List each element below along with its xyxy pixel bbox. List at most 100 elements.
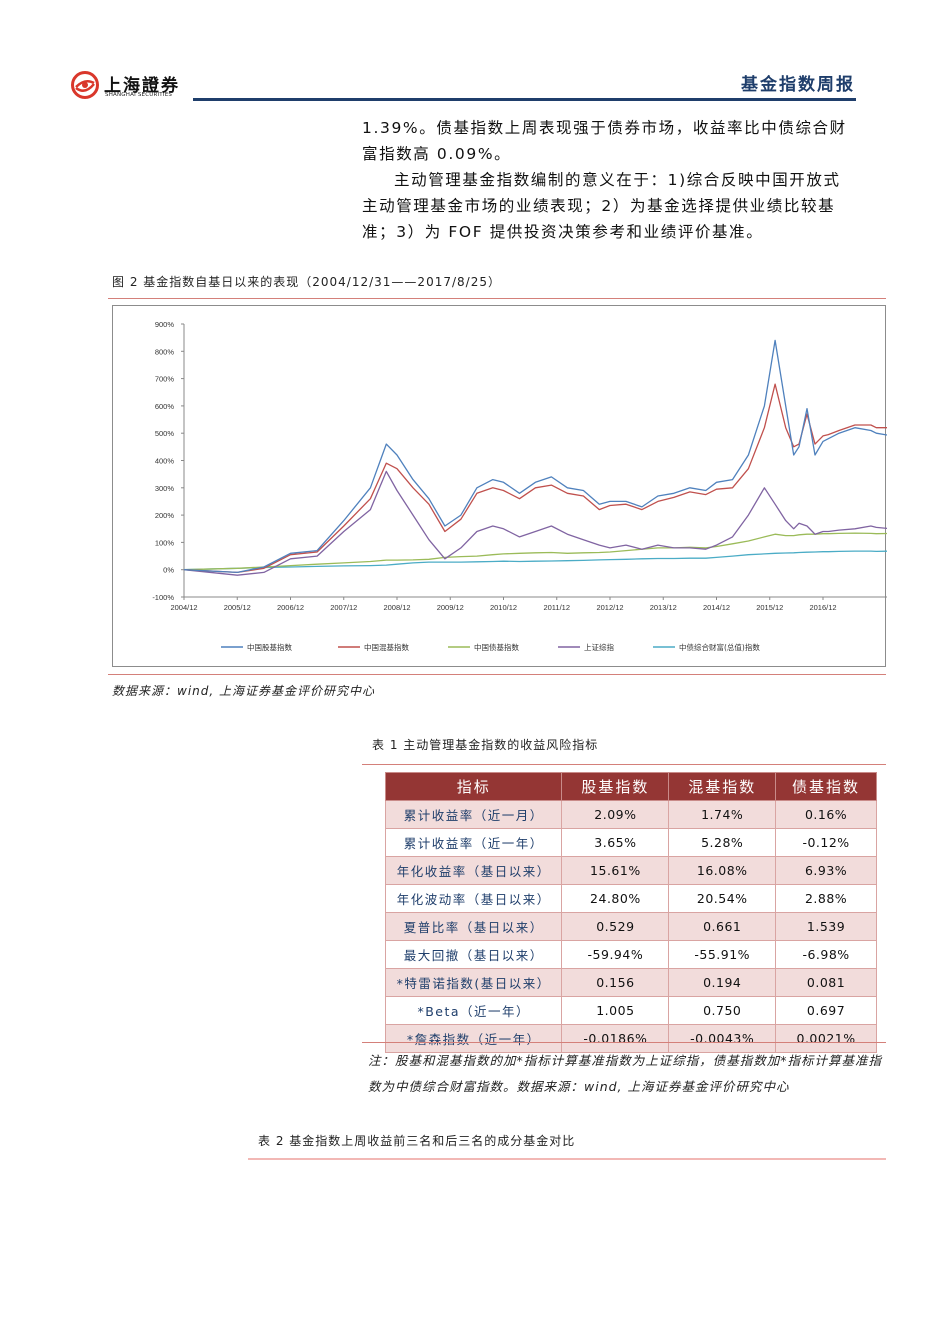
legend-label: 中债综合财富(总值)指数	[679, 642, 760, 652]
column-header-equity-fund-index: 股基指数	[561, 772, 670, 801]
metric-value: -6.98%	[775, 940, 877, 969]
table-header-row: 指标 股基指数 混基指数 债基指数	[384, 772, 877, 801]
x-tick-label: 2006/12	[277, 603, 304, 612]
x-tick-label: 2014/12	[703, 603, 730, 612]
metric-value: 0.156	[561, 968, 670, 997]
table-row: 最大回撤（基日以来） -59.94% -55.91% -6.98%	[384, 940, 877, 969]
metric-value: 0.081	[775, 968, 877, 997]
paragraph-2: 主动管理基金指数编制的意义在于：1)综合反映中国开放式主动管理基金市场的业绩表现…	[362, 171, 841, 241]
x-tick-label: 2005/12	[224, 603, 251, 612]
metric-value: 2.88%	[775, 884, 877, 913]
table-footnote: 注：股基和混基指数的加*指标计算基准指数为上证综指，债基指数加*指标计算基准指数…	[368, 1053, 883, 1094]
series-line	[183, 550, 887, 571]
figure-bottom-rule	[108, 674, 886, 675]
column-header-metric: 指标	[384, 772, 563, 801]
metric-label: 夏普比率（基日以来）	[384, 912, 563, 941]
figure-caption: 图 2 基金指数自基日以来的表现（2004/12/31——2017/8/25）	[112, 275, 501, 289]
series-line	[183, 383, 887, 574]
x-tick-label: 2012/12	[596, 603, 623, 612]
metric-value: -59.94%	[561, 940, 670, 969]
metric-value: 1.74%	[668, 800, 777, 829]
column-header-mixed-fund-index: 混基指数	[668, 772, 777, 801]
metric-value: 0.0021%	[775, 1024, 877, 1053]
x-tick-label: 2016/12	[809, 603, 836, 612]
metric-value: 6.93%	[775, 856, 877, 885]
y-tick-label: 200%	[155, 511, 175, 520]
metrics-table: 指标 股基指数 混基指数 债基指数 累计收益率（近一月） 2.09% 1.74% 0.…	[384, 772, 877, 1053]
series-line	[183, 339, 887, 574]
metric-value: 15.61%	[561, 856, 670, 885]
metric-label: 最大回撤（基日以来）	[384, 940, 563, 969]
table-bottom-rule	[362, 1042, 886, 1043]
metric-value: -0.0043%	[668, 1024, 777, 1053]
y-tick-label: 400%	[155, 457, 175, 466]
metric-value: 1.005	[561, 996, 670, 1025]
x-tick-label: 2009/12	[437, 603, 464, 612]
metric-value: -0.0186%	[561, 1024, 670, 1053]
x-tick-label: 2010/12	[490, 603, 517, 612]
metric-value: 3.65%	[561, 828, 670, 857]
metric-label: 累计收益率（近一月）	[384, 800, 563, 829]
y-tick-label: 300%	[155, 484, 175, 493]
table2-caption: 表 2 基金指数上周收益前三名和后三名的成分基金对比	[258, 1134, 576, 1148]
metric-value: -0.12%	[775, 828, 877, 857]
table-row: 年化波动率（基日以来） 24.80% 20.54% 2.88%	[384, 884, 877, 913]
x-tick-label: 2011/12	[543, 603, 570, 612]
logo-chinese-text: 上海證券	[104, 76, 180, 96]
series-line	[183, 532, 887, 571]
y-tick-label: 800%	[155, 347, 175, 356]
metric-value: 16.08%	[668, 856, 777, 885]
table-top-rule	[362, 764, 886, 765]
metric-label: 年化波动率（基日以来）	[384, 884, 563, 913]
report-title: 基金指数周报	[741, 75, 855, 95]
metric-label: 累计收益率（近一年）	[384, 828, 563, 857]
y-tick-label: 600%	[155, 402, 175, 411]
x-tick-label: 2008/12	[383, 603, 410, 612]
logo-english-text: SHANGHAI SECURITIES	[105, 92, 173, 98]
metric-value: 0.16%	[775, 800, 877, 829]
company-logo: 上海證券 SHANGHAI SECURITIES	[70, 70, 188, 104]
legend-label: 中国混基指数	[364, 642, 409, 652]
figure-source-note: 数据来源：wind, 上海证券基金评价研究中心	[112, 684, 376, 698]
table-row: *特雷诺指数(基日以来） 0.156 0.194 0.081	[384, 968, 877, 997]
metric-value: 24.80%	[561, 884, 670, 913]
metric-value: 0.697	[775, 996, 877, 1025]
chart-canvas: 900% 800% 700% 600% 500% 400% 300% 200% 100% 0% -1…	[152, 320, 887, 652]
metric-value: 0.529	[561, 912, 670, 941]
metric-value: 2.09%	[561, 800, 670, 829]
y-tick-label: 0%	[163, 566, 174, 575]
table-row: 累计收益率（近一月） 2.09% 1.74% 0.16%	[384, 800, 877, 829]
table-row: 夏普比率（基日以来） 0.529 0.661 1.539	[384, 912, 877, 941]
metric-label: *詹森指数（近一年）	[384, 1024, 563, 1053]
x-tick-label: 2004/12	[170, 603, 197, 612]
x-tick-label: 2007/12	[330, 603, 357, 612]
legend-label: 中国债基指数	[474, 642, 519, 652]
y-tick-label: 100%	[155, 538, 175, 547]
metric-label: *Beta（近一年）	[384, 996, 563, 1025]
metric-value: 5.28%	[668, 828, 777, 857]
metric-value: 0.750	[668, 996, 777, 1025]
figure-top-rule	[108, 298, 886, 299]
table-row: *詹森指数（近一年） -0.0186% -0.0043% 0.0021%	[384, 1024, 877, 1053]
x-tick-label: 2015/12	[756, 603, 783, 612]
legend-label: 上证综指	[584, 642, 614, 652]
table-row: 年化收益率（基日以来） 15.61% 16.08% 6.93%	[384, 856, 877, 885]
column-header-bond-fund-index: 债基指数	[775, 772, 877, 801]
table-caption: 表 1 主动管理基金指数的收益风险指标	[372, 738, 599, 752]
y-tick-label: 500%	[155, 429, 175, 438]
metric-value: -55.91%	[668, 940, 777, 969]
metric-label: *特雷诺指数(基日以来）	[384, 968, 563, 997]
y-tick-label: -100%	[152, 593, 174, 602]
metric-value: 20.54%	[668, 884, 777, 913]
metric-value: 1.539	[775, 912, 877, 941]
series-line	[183, 470, 887, 576]
table-row: 累计收益率（近一年） 3.65% 5.28% -0.12%	[384, 828, 877, 857]
logo-emblem-icon	[71, 71, 99, 99]
y-tick-label: 700%	[155, 375, 175, 384]
body-text: 1.39%。债基指数上周表现强于债券市场，收益率比中债综合财富指数高 0.09%…	[362, 115, 852, 245]
x-tick-label: 2013/12	[650, 603, 677, 612]
line-chart: 900% 800% 700% 600% 500% 400% 300% 200% 100% 0% -1…	[112, 305, 887, 667]
table2-top-rule	[248, 1158, 886, 1160]
paragraph-1: 1.39%。债基指数上周表现强于债券市场，收益率比中债综合财富指数高 0.09%…	[362, 119, 847, 163]
header-divider	[193, 98, 856, 101]
